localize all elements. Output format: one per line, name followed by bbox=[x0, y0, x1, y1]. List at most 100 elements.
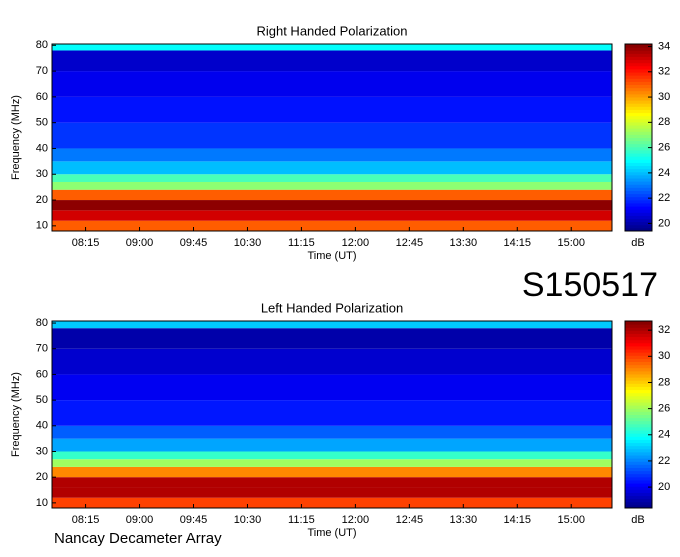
y-tick-label: 80 bbox=[36, 39, 48, 51]
colorbar-step bbox=[625, 165, 652, 170]
colorbar-tick-label: 32 bbox=[658, 324, 670, 336]
colorbar-step bbox=[625, 149, 652, 154]
x-tick-label: 15:00 bbox=[557, 514, 585, 526]
colorbar-step bbox=[625, 178, 652, 182]
colorbar-label: dB bbox=[631, 237, 644, 249]
heatmap-cell bbox=[52, 487, 612, 498]
colorbar-step bbox=[625, 190, 652, 195]
y-tick-label: 40 bbox=[36, 420, 48, 432]
colorbar-step bbox=[625, 411, 652, 415]
colorbar-step bbox=[625, 495, 652, 500]
colorbar-frame bbox=[624, 320, 653, 509]
colorbar-step bbox=[625, 358, 652, 363]
y-tick-label: 80 bbox=[36, 317, 48, 329]
colorbar-step bbox=[625, 327, 652, 331]
colorbar-step bbox=[625, 498, 652, 503]
plot-frame bbox=[51, 43, 613, 232]
colorbar-step bbox=[625, 417, 652, 422]
x-tick-label: 10:30 bbox=[234, 237, 262, 249]
y-tick-label: 60 bbox=[36, 91, 48, 103]
colorbar-step bbox=[625, 321, 652, 325]
heatmap-cell bbox=[52, 189, 612, 201]
colorbar-step bbox=[625, 47, 652, 51]
heatmap-cell bbox=[52, 50, 612, 72]
colorbar-step bbox=[625, 448, 652, 453]
colorbar-step bbox=[625, 345, 652, 350]
colorbar-step bbox=[625, 156, 652, 160]
colorbar-step bbox=[625, 433, 652, 437]
colorbar-step bbox=[625, 395, 652, 400]
colorbar-step bbox=[625, 423, 652, 428]
colorbar-step bbox=[625, 134, 652, 138]
colorbar-step bbox=[625, 171, 652, 176]
heatmap-cell bbox=[52, 477, 612, 488]
colorbar-step bbox=[625, 408, 652, 412]
colorbar-step bbox=[625, 398, 652, 403]
colorbar-step bbox=[625, 364, 652, 369]
y-tick-label: 50 bbox=[36, 117, 48, 129]
colorbar-step bbox=[625, 464, 652, 468]
colorbar-step bbox=[625, 342, 652, 347]
footer: Nancay Decameter Array bbox=[54, 530, 222, 547]
x-tick-label: 13:30 bbox=[450, 514, 478, 526]
heatmap-cell bbox=[52, 122, 612, 149]
colorbar-step bbox=[625, 330, 652, 334]
colorbar-step bbox=[625, 392, 652, 397]
colorbar-step bbox=[625, 473, 652, 478]
colorbar-step bbox=[625, 125, 652, 129]
heatmap-cell bbox=[52, 374, 612, 401]
heatmap-cell bbox=[52, 71, 612, 97]
heatmap-cell bbox=[52, 425, 612, 439]
colorbar-step bbox=[625, 193, 652, 198]
colorbar-step bbox=[625, 81, 652, 86]
colorbar-step bbox=[625, 479, 652, 484]
colorbar-step bbox=[625, 486, 652, 490]
y-tick-label: 50 bbox=[36, 394, 48, 406]
heatmap-cell bbox=[52, 220, 612, 231]
heatmap-cell bbox=[52, 174, 612, 182]
colorbar-step bbox=[625, 389, 652, 394]
heatmap-cell bbox=[52, 96, 612, 123]
colorbar-step bbox=[625, 458, 652, 462]
heatmap-cell bbox=[52, 44, 612, 51]
colorbar-tick-label: 30 bbox=[658, 91, 670, 103]
colorbar-tick-label: 24 bbox=[658, 167, 670, 179]
colorbar-step bbox=[625, 467, 652, 472]
heatmap-cell bbox=[52, 200, 612, 211]
heading: S150517 bbox=[522, 266, 658, 304]
colorbar-step bbox=[625, 72, 652, 76]
colorbar-step bbox=[625, 215, 652, 220]
colorbar-step bbox=[625, 181, 652, 185]
colorbar-step bbox=[625, 386, 652, 391]
colorbar-step bbox=[625, 224, 652, 229]
heatmap-cell bbox=[52, 181, 612, 190]
colorbar-step bbox=[625, 65, 652, 70]
colorbar-step bbox=[625, 339, 652, 344]
y-tick-label: 30 bbox=[36, 168, 48, 180]
colorbar-step bbox=[625, 162, 652, 167]
colorbar-step bbox=[625, 84, 652, 89]
heatmap-cell bbox=[52, 459, 612, 467]
colorbar-step bbox=[625, 115, 652, 120]
heatmap-cell bbox=[52, 348, 612, 375]
colorbar-step bbox=[625, 227, 652, 232]
colorbar-step bbox=[625, 143, 652, 148]
colorbar-step bbox=[625, 137, 652, 142]
x-tick-label: 08:15 bbox=[72, 514, 100, 526]
y-tick-label: 30 bbox=[36, 445, 48, 457]
chart-title: Left Handed Polarization bbox=[261, 300, 403, 315]
colorbar-tick-label: 22 bbox=[658, 455, 670, 467]
colorbar-step bbox=[625, 206, 652, 210]
colorbar-step bbox=[625, 439, 652, 444]
colorbar-step bbox=[625, 168, 652, 173]
colorbar-step bbox=[625, 402, 652, 406]
colorbar-step bbox=[625, 489, 652, 493]
colorbar-step bbox=[625, 159, 652, 163]
y-tick-label: 20 bbox=[36, 471, 48, 483]
colorbar-step bbox=[625, 128, 652, 132]
colorbar-step bbox=[625, 501, 652, 506]
colorbar-step bbox=[625, 470, 652, 475]
colorbar-step bbox=[625, 455, 652, 459]
colorbar-tick-label: 34 bbox=[658, 40, 670, 52]
x-tick-label: 11:15 bbox=[288, 237, 315, 249]
